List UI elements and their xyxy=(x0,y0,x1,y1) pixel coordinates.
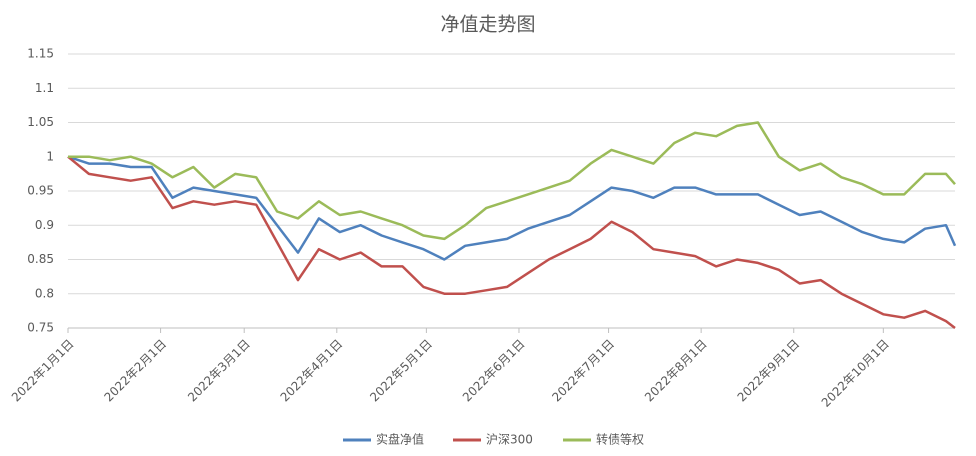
legend-label: 沪深300 xyxy=(486,433,533,447)
y-tick-label: 1.1 xyxy=(35,81,54,95)
y-tick-label: 0.8 xyxy=(35,286,54,300)
series-line xyxy=(68,121,956,241)
x-tick-label: 2022年2月1日 xyxy=(101,337,169,405)
y-tick-label: 0.85 xyxy=(27,252,54,266)
y-tick-label: 1.15 xyxy=(27,47,54,61)
legend-label: 实盘净值 xyxy=(376,432,424,447)
y-tick-label: 0.9 xyxy=(35,218,54,232)
x-tick-label: 2022年8月1日 xyxy=(642,337,710,405)
y-tick-label: 0.75 xyxy=(27,321,54,335)
x-tick-label: 2022年1月1日 xyxy=(9,337,77,405)
y-tick-label: 1 xyxy=(46,149,54,163)
x-tick-label: 2022年4月1日 xyxy=(278,337,346,405)
x-tick-label: 2022年7月1日 xyxy=(549,337,617,405)
legend-label: 转债等权 xyxy=(596,432,644,447)
y-tick-label: 0.95 xyxy=(27,184,54,198)
series-line xyxy=(67,155,956,329)
x-tick-label: 2022年10月1日 xyxy=(819,337,892,410)
x-tick-label: 2022年9月1日 xyxy=(735,337,803,405)
chart-title: 净值走势图 xyxy=(440,14,535,36)
x-tick-label: 2022年3月1日 xyxy=(185,337,253,405)
x-tick-label: 2022年6月1日 xyxy=(460,337,528,405)
y-tick-label: 1.05 xyxy=(27,115,54,129)
series-line xyxy=(67,155,957,261)
x-tick-label: 2022年5月1日 xyxy=(367,337,435,405)
